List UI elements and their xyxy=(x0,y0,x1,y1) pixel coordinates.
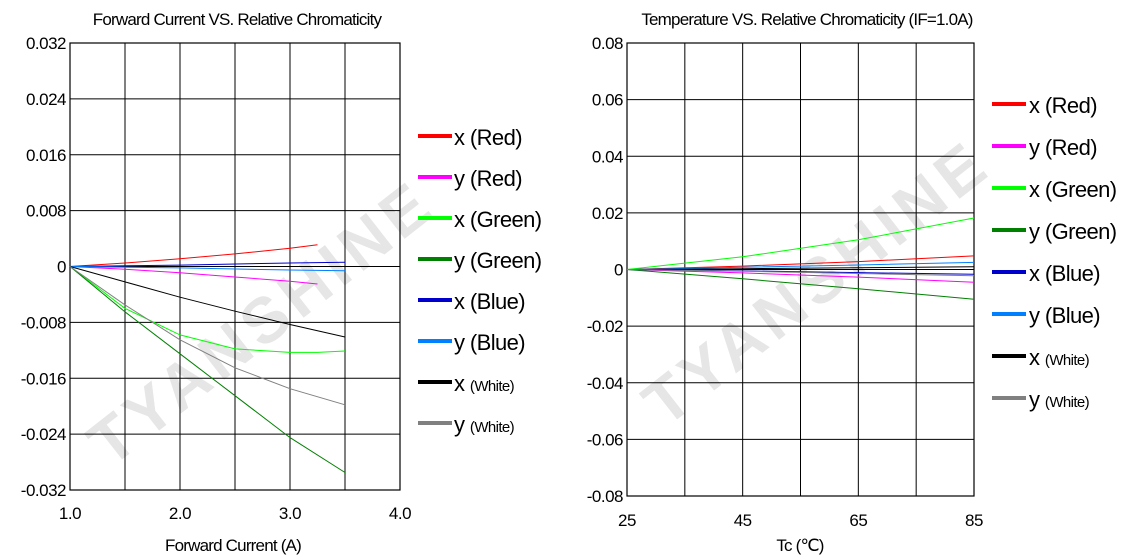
legend-entry-x-blue: x (Blue) xyxy=(454,289,525,314)
legend-series-name: y xyxy=(454,166,470,191)
legend-entry-y-green: y (Green) xyxy=(454,248,542,273)
x-tick-label: 1.0 xyxy=(59,504,81,523)
y-tick-label: 0.04 xyxy=(592,147,623,166)
legend-series-tag: (Red) xyxy=(1045,135,1097,160)
legend-series-tag: (White) xyxy=(1045,394,1090,411)
chart-temperature: Temperature VS. Relative Chromaticity (I… xyxy=(587,10,1117,555)
y-tick-label: -0.016 xyxy=(21,369,66,388)
y-tick-label: 0 xyxy=(57,258,66,277)
x-tick-label: 3.0 xyxy=(279,504,301,523)
series-line-y-white xyxy=(626,269,975,277)
series-line-y-red xyxy=(69,266,318,285)
legend-entry-x-white: x (White) xyxy=(1029,345,1090,370)
y-tick-label: 0.008 xyxy=(26,202,66,221)
x-tick-label: 25 xyxy=(618,511,636,530)
legend-series-name: y xyxy=(454,330,470,355)
legend-series-tag: (White) xyxy=(1045,352,1090,369)
legend-series-tag: (Red) xyxy=(470,166,522,191)
chart-title: Temperature VS. Relative Chromaticity (I… xyxy=(641,10,972,29)
legend-entry-y-green: y (Green) xyxy=(1029,219,1117,244)
series-line-y-red xyxy=(626,269,975,283)
legend-series-name: x xyxy=(454,289,470,314)
series-line-y-white xyxy=(69,266,346,406)
series-line-y-green xyxy=(69,266,346,473)
legend-entry-x-white: x (White) xyxy=(454,371,515,396)
chart-title: Forward Current VS. Relative Chromaticit… xyxy=(93,10,383,29)
y-tick-label: -0.06 xyxy=(587,430,623,449)
legend-series-name: x xyxy=(454,371,470,396)
legend-series-name: y xyxy=(454,412,470,437)
series-line-x-white xyxy=(69,266,346,338)
y-tick-label: -0.04 xyxy=(587,374,623,393)
legend-series-name: y xyxy=(1029,135,1045,160)
legend-series-name: y xyxy=(1029,303,1045,328)
series-line-x-green xyxy=(69,266,346,353)
legend-entry-x-green: x (Green) xyxy=(1029,177,1117,202)
y-tick-label: 0.024 xyxy=(26,90,66,109)
legend-series-tag: (Blue) xyxy=(470,289,525,314)
legend-series-name: x xyxy=(1029,177,1045,202)
y-tick-label: 0.016 xyxy=(26,146,66,165)
series-line-x-green xyxy=(626,217,975,270)
legend-series-name: x xyxy=(454,125,470,150)
y-tick-label: 0.08 xyxy=(592,34,623,53)
legend-entry-y-red: y (Red) xyxy=(1029,135,1097,160)
legend-series-tag: (Red) xyxy=(1045,93,1097,118)
watermark-layer: TYANSHINE TYANSHINE xyxy=(75,126,1004,480)
y-tick-label: 0.06 xyxy=(592,91,623,110)
legend-series-tag: (White) xyxy=(470,378,515,395)
series-line-x-white xyxy=(626,266,975,270)
x-tick-label: 65 xyxy=(849,511,867,530)
series-line-x-blue xyxy=(69,261,346,267)
y-tick-label: 0.02 xyxy=(592,204,623,223)
x-axis-label: Tc (℃) xyxy=(776,536,823,555)
series-line-x-red xyxy=(626,255,975,270)
legend-entry-x-red: x (Red) xyxy=(1029,93,1097,118)
legend-entry-x-blue: x (Blue) xyxy=(1029,261,1100,286)
legend-entry-x-green: x (Green) xyxy=(454,207,542,232)
legend-series-tag: (Red) xyxy=(470,125,522,150)
series-line-y-blue xyxy=(626,261,975,270)
y-tick-label: 0 xyxy=(614,261,623,280)
series-line-x-red xyxy=(69,244,318,267)
legend-entry-x-red: x (Red) xyxy=(454,125,522,150)
x-tick-label: 4.0 xyxy=(389,504,411,523)
y-tick-label: -0.032 xyxy=(21,481,66,500)
series-line-y-green xyxy=(626,269,975,300)
legend-entry-y-blue: y (Blue) xyxy=(1029,303,1100,328)
legend-series-tag: (Green) xyxy=(470,207,542,232)
legend-entry-y-red: y (Red) xyxy=(454,166,522,191)
y-tick-label: -0.02 xyxy=(587,317,623,336)
y-tick-label: -0.08 xyxy=(587,487,623,506)
x-tick-label: 2.0 xyxy=(169,504,191,523)
legend-entry-y-white: y (White) xyxy=(1029,387,1090,412)
legend-series-name: x xyxy=(1029,93,1045,118)
x-tick-label: 45 xyxy=(734,511,752,530)
legend-series-tag: (Green) xyxy=(1045,219,1117,244)
legend-series-name: x xyxy=(1029,261,1045,286)
legend-series-name: y xyxy=(1029,387,1045,412)
y-tick-label: -0.024 xyxy=(21,425,66,444)
legend-series-tag: (Blue) xyxy=(1045,261,1100,286)
legend-series-tag: (Green) xyxy=(1045,177,1117,202)
legend-series-tag: (Blue) xyxy=(470,330,525,355)
legend-series-name: y xyxy=(1029,219,1045,244)
legend-series-tag: (Green) xyxy=(470,248,542,273)
legend-entry-y-white: y (White) xyxy=(454,412,515,437)
chart-forward-current: Forward Current VS. Relative Chromaticit… xyxy=(21,10,542,555)
series-line-y-blue xyxy=(69,266,346,272)
y-tick-label: 0.032 xyxy=(26,34,66,53)
y-tick-label: -0.008 xyxy=(21,313,66,332)
legend-series-name: x xyxy=(454,207,470,232)
legend-series-tag: (White) xyxy=(470,419,515,436)
legend-series-name: x xyxy=(1029,345,1045,370)
x-axis-label: Forward Current (A) xyxy=(165,536,301,555)
watermark-right: TYANSHINE xyxy=(630,126,1004,440)
legend-series-name: y xyxy=(454,248,470,273)
legend-series-tag: (Blue) xyxy=(1045,303,1100,328)
legend-entry-y-blue: y (Blue) xyxy=(454,330,525,355)
x-tick-label: 85 xyxy=(965,511,983,530)
